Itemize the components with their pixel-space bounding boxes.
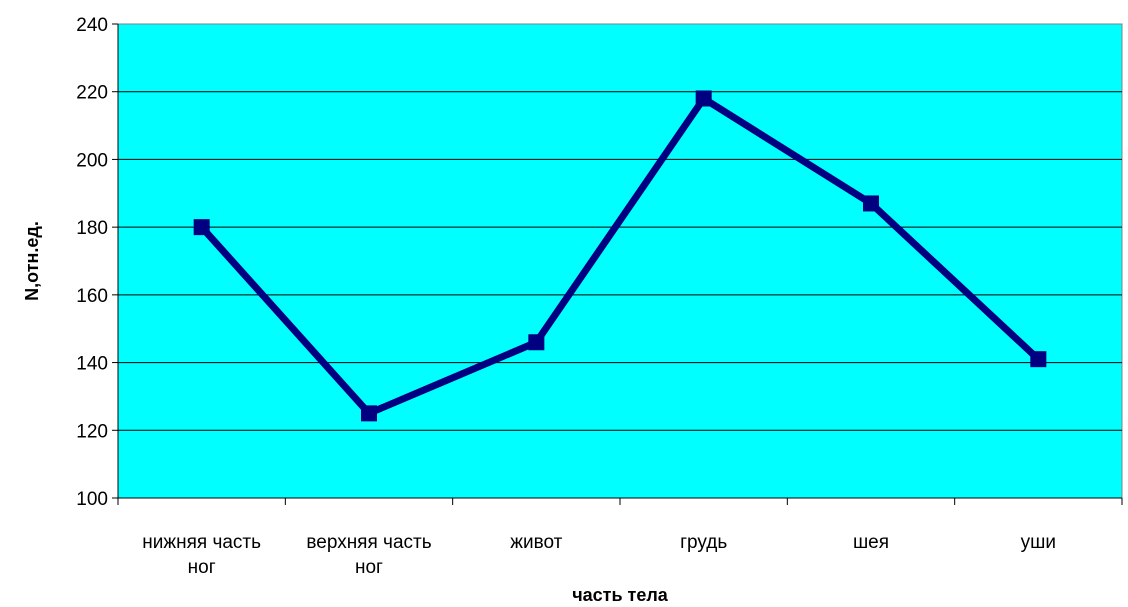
- y-tick-label: 200: [76, 150, 108, 171]
- x-tick-label-line: живот: [510, 532, 562, 553]
- x-tick-label-line: верхняя часть: [306, 532, 431, 553]
- y-tick-label: 180: [76, 218, 108, 239]
- x-tick-label: верхняя часть ног: [306, 532, 431, 578]
- x-tick-label-line: ног: [355, 557, 383, 578]
- data-point-marker: [1030, 351, 1047, 368]
- series-layer: [193, 90, 1047, 422]
- x-tick-label-line: нижняя часть: [142, 532, 261, 553]
- x-axis-title: часть тела: [572, 585, 669, 605]
- y-tick-label: 220: [76, 83, 108, 104]
- x-tick-label-line: ног: [188, 557, 216, 578]
- y-tick-label: 140: [76, 354, 108, 375]
- y-tick-label: 120: [76, 421, 108, 442]
- y-tick-label: 100: [76, 489, 108, 510]
- x-tick-label: грудь: [680, 532, 727, 553]
- data-point-marker: [193, 219, 210, 236]
- x-tick-label: шея: [853, 532, 889, 553]
- y-axis: 100 120 140 160 180 200 220 240: [76, 15, 119, 510]
- data-point-marker: [863, 195, 879, 212]
- x-tick-label: уши: [1021, 532, 1056, 553]
- data-point-marker: [528, 334, 545, 351]
- plot-area: [117, 23, 1123, 499]
- y-tick-label: 240: [76, 15, 108, 36]
- x-tick-label: живот: [510, 532, 562, 553]
- x-tick-label-line: грудь: [680, 532, 727, 553]
- series-line: [199, 93, 1041, 418]
- y-tick-label: 160: [76, 286, 108, 307]
- x-axis: нижняя часть ног верхняя часть ног живот груд…: [117, 497, 1123, 578]
- data-point-marker: [361, 405, 377, 422]
- y-axis-title: N,отн.ед.: [22, 221, 42, 301]
- x-tick-label-line: уши: [1021, 532, 1056, 553]
- x-tick-label: нижняя часть ног: [142, 532, 261, 578]
- x-tick-label-line: шея: [853, 532, 889, 553]
- grid-lines: [118, 91, 1122, 431]
- data-point-marker: [695, 90, 712, 107]
